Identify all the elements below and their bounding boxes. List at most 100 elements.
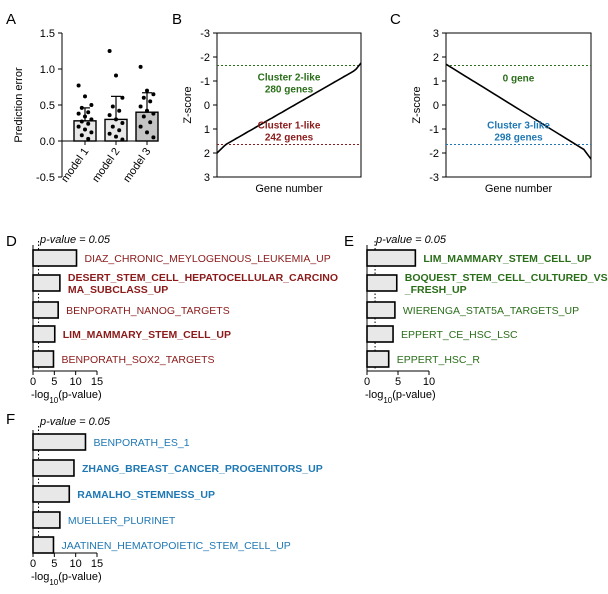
bar (366, 350, 390, 368)
y-tick-label: 3 (204, 172, 210, 184)
x-axis-label: Gene number (255, 183, 323, 195)
data-point (89, 117, 94, 122)
gene-set-label: EPPERT_CE_HSC_LSC (401, 329, 518, 341)
y-tick-label: -2 (429, 148, 439, 160)
data-point (79, 105, 84, 110)
panel-label-c: C (390, 11, 401, 28)
y-tick-label: -1 (200, 76, 210, 88)
y-axis-label: Prediction error (13, 67, 25, 143)
data-point (83, 114, 87, 119)
upper-cluster-label: Cluster 1-like (258, 120, 321, 131)
data-point (110, 104, 115, 109)
y-tick-label: 1 (204, 124, 210, 136)
data-point (151, 111, 156, 116)
p-value-note: p-value = 0.05 (375, 234, 447, 246)
bar (32, 459, 75, 477)
data-point (138, 104, 143, 109)
lower-cluster-label: Cluster 2-like (258, 73, 321, 84)
gene-set-label: DESERT_STEM_CELL_HEPATOCELLULAR_CARCINO (68, 272, 338, 284)
panel-label-f: F (6, 411, 15, 428)
gene-set-label: BENPORATH_NANOG_TARGETS (66, 305, 230, 317)
gene-set-label: BOQUEST_STEM_CELL_CULTURED_VS (405, 272, 608, 284)
gene-set-label: LIM_MAMMARY_STEM_CELL_UP (423, 253, 591, 265)
upper-gene-count: 298 genes (494, 132, 543, 143)
data-point (114, 73, 118, 78)
bar (366, 301, 396, 319)
x-axis-label: -log10(p-value) (31, 571, 102, 587)
data-point (138, 124, 143, 129)
lower-gene-count: 280 genes (265, 85, 314, 96)
data-point (76, 111, 81, 116)
plot-frame (216, 32, 362, 178)
data-point (86, 121, 91, 126)
gene-set-label: MUELLER_PLURINET (68, 515, 176, 527)
gene-set-label: WIERENGA_STAT5A_TARGETS_UP (403, 305, 579, 317)
bar (32, 249, 78, 267)
lower-gene-count: 0 gene (503, 74, 535, 85)
x-tick-label: 15 (91, 558, 103, 570)
data-point (138, 64, 143, 69)
data-point (76, 124, 81, 129)
x-tick-label: 15 (91, 376, 103, 388)
x-tick-label: 10 (70, 558, 82, 570)
y-tick-label: -1 (429, 124, 439, 136)
x-tick-label: 10 (423, 376, 435, 388)
bar (32, 350, 55, 368)
data-point (89, 103, 94, 107)
bar (32, 511, 61, 529)
data-point (79, 119, 84, 124)
x-tick-label: 5 (395, 376, 401, 388)
p-value-note: p-value = 0.05 (39, 416, 111, 428)
x-axis-label: -log10(p-value) (31, 389, 102, 405)
panel-label-a: A (6, 11, 16, 28)
y-tick-label: 3 (433, 28, 439, 40)
data-point (120, 95, 125, 100)
x-axis-label: -log10(p-value) (365, 389, 436, 405)
data-point (114, 134, 118, 139)
data-point (151, 92, 156, 97)
bar (32, 536, 55, 554)
bar (32, 301, 59, 319)
y-tick-label: 0 (433, 100, 439, 112)
y-tick-label: 1.0 (40, 64, 55, 76)
data-point (114, 117, 118, 122)
y-tick-label: -3 (200, 28, 210, 40)
data-point (141, 95, 146, 100)
y-tick-label: 0 (204, 100, 210, 112)
gene-set-label: JAATINEN_HEMATOPOIETIC_STEM_CELL_UP (61, 540, 290, 552)
y-tick-label: 2 (204, 148, 210, 160)
data-point (120, 121, 125, 125)
data-point (148, 99, 153, 104)
y-tick-label: 1 (433, 76, 439, 88)
data-point (107, 113, 112, 118)
y-axis-label: Z-score (411, 86, 423, 123)
gene-set-label: EPPERT_HSC_R (397, 354, 481, 366)
x-tick-label: model 3 (121, 146, 153, 185)
panel-label-b: B (172, 11, 182, 28)
data-point (107, 131, 112, 136)
upper-cluster-label: Cluster 3-like (487, 120, 550, 131)
data-point (89, 130, 94, 135)
gene-set-label: RAMALHO_STEMNESS_UP (77, 489, 215, 501)
data-point (86, 136, 91, 141)
x-tick-label: 5 (51, 558, 57, 570)
x-tick-label: 5 (51, 376, 57, 388)
upper-gene-count: 242 genes (265, 132, 314, 143)
x-tick-label: model 2 (90, 146, 122, 185)
bar (366, 325, 394, 343)
panel-label-e: E (344, 233, 354, 250)
x-tick-label: model 1 (59, 146, 91, 185)
gene-set-label: MA_SUBCLASS_UP (68, 284, 168, 296)
plot-frame (445, 32, 592, 178)
y-tick-label: -2 (200, 52, 210, 64)
x-tick-label: 0 (30, 376, 36, 388)
data-point (145, 130, 149, 135)
x-tick-label: 10 (70, 376, 82, 388)
bar (32, 485, 71, 503)
data-point (117, 108, 122, 113)
data-point (148, 120, 153, 125)
panel-label-d: D (6, 233, 17, 250)
z-score-curve (216, 62, 362, 154)
data-point (145, 108, 149, 113)
